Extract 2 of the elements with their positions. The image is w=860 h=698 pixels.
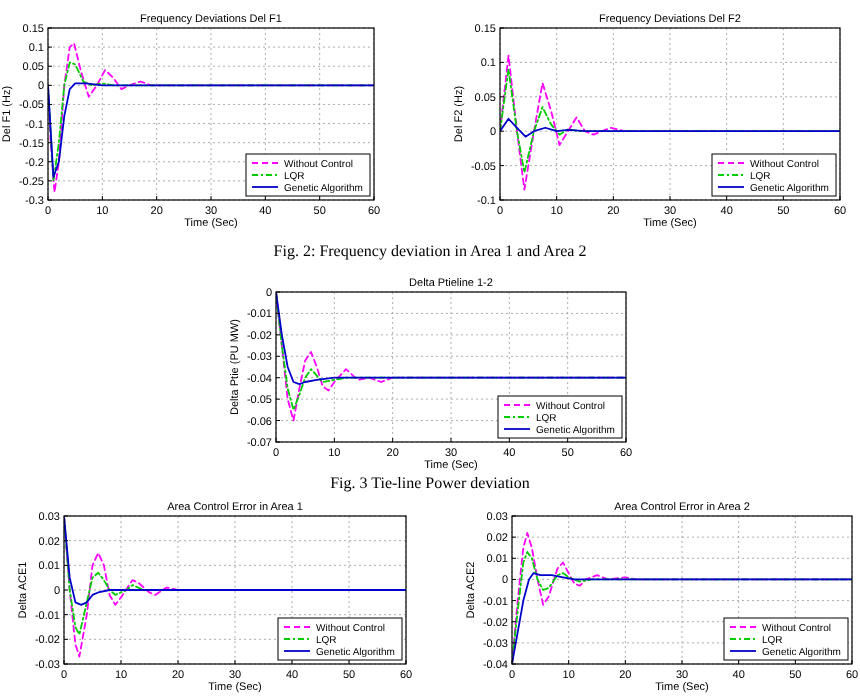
caption: Fig. 3 Tie-line Power deviation xyxy=(330,474,530,492)
caption: Fig. 2: Frequency deviation in Area 1 and Area 2 xyxy=(273,242,587,260)
